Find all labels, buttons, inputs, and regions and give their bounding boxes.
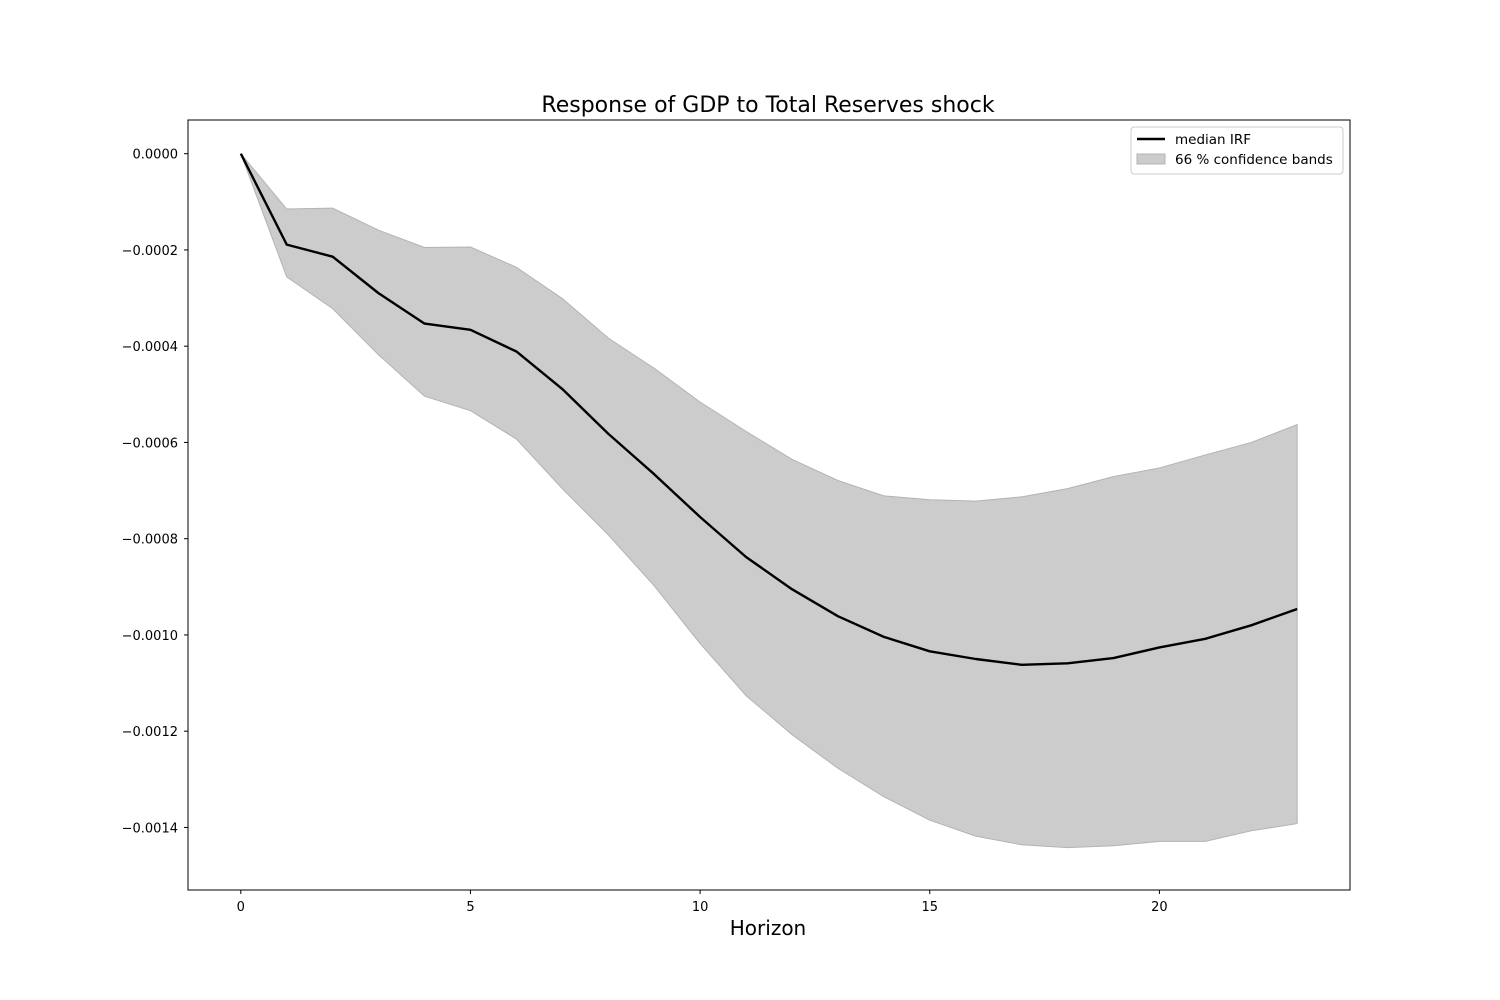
x-tick-label: 10 [692,900,709,915]
x-axis-label: Horizon [730,916,806,940]
median-line-layer [239,153,1298,666]
legend-band-swatch [1136,153,1166,165]
x-tick-label: 0 [237,900,245,915]
y-tick-label: −0.0006 [122,436,178,451]
legend-band-label: 66 % confidence bands [1175,152,1333,168]
x-tick-label: 20 [1151,900,1168,915]
y-tick-label: −0.0008 [122,533,178,548]
plot-area-frame [187,119,1351,891]
legend: median IRF 66 % confidence bands [1130,126,1344,175]
confidence-band-layer [240,153,1298,849]
x-axis: 0 5 10 15 20 [237,890,1168,915]
legend-median-label: median IRF [1175,132,1251,148]
y-tick-label: −0.0014 [122,821,178,836]
y-tick-label: −0.0012 [122,725,178,740]
x-tick-label: 5 [466,900,474,915]
y-axis: 0.0000 −0.0002 −0.0004 −0.0006 −0.0008 −0.001… [122,148,188,836]
y-tick-label: 0.0000 [133,148,179,163]
median-irf-line [239,153,1298,666]
chart-title: Response of GDP to Total Reserves shock [541,93,994,118]
y-tick-label: −0.0010 [122,629,178,644]
legend-frame [1130,126,1344,175]
confidence-band [240,153,1298,849]
y-tick-label: −0.0002 [122,244,178,259]
x-tick-label: 15 [921,900,938,915]
y-tick-label: −0.0004 [122,340,178,355]
